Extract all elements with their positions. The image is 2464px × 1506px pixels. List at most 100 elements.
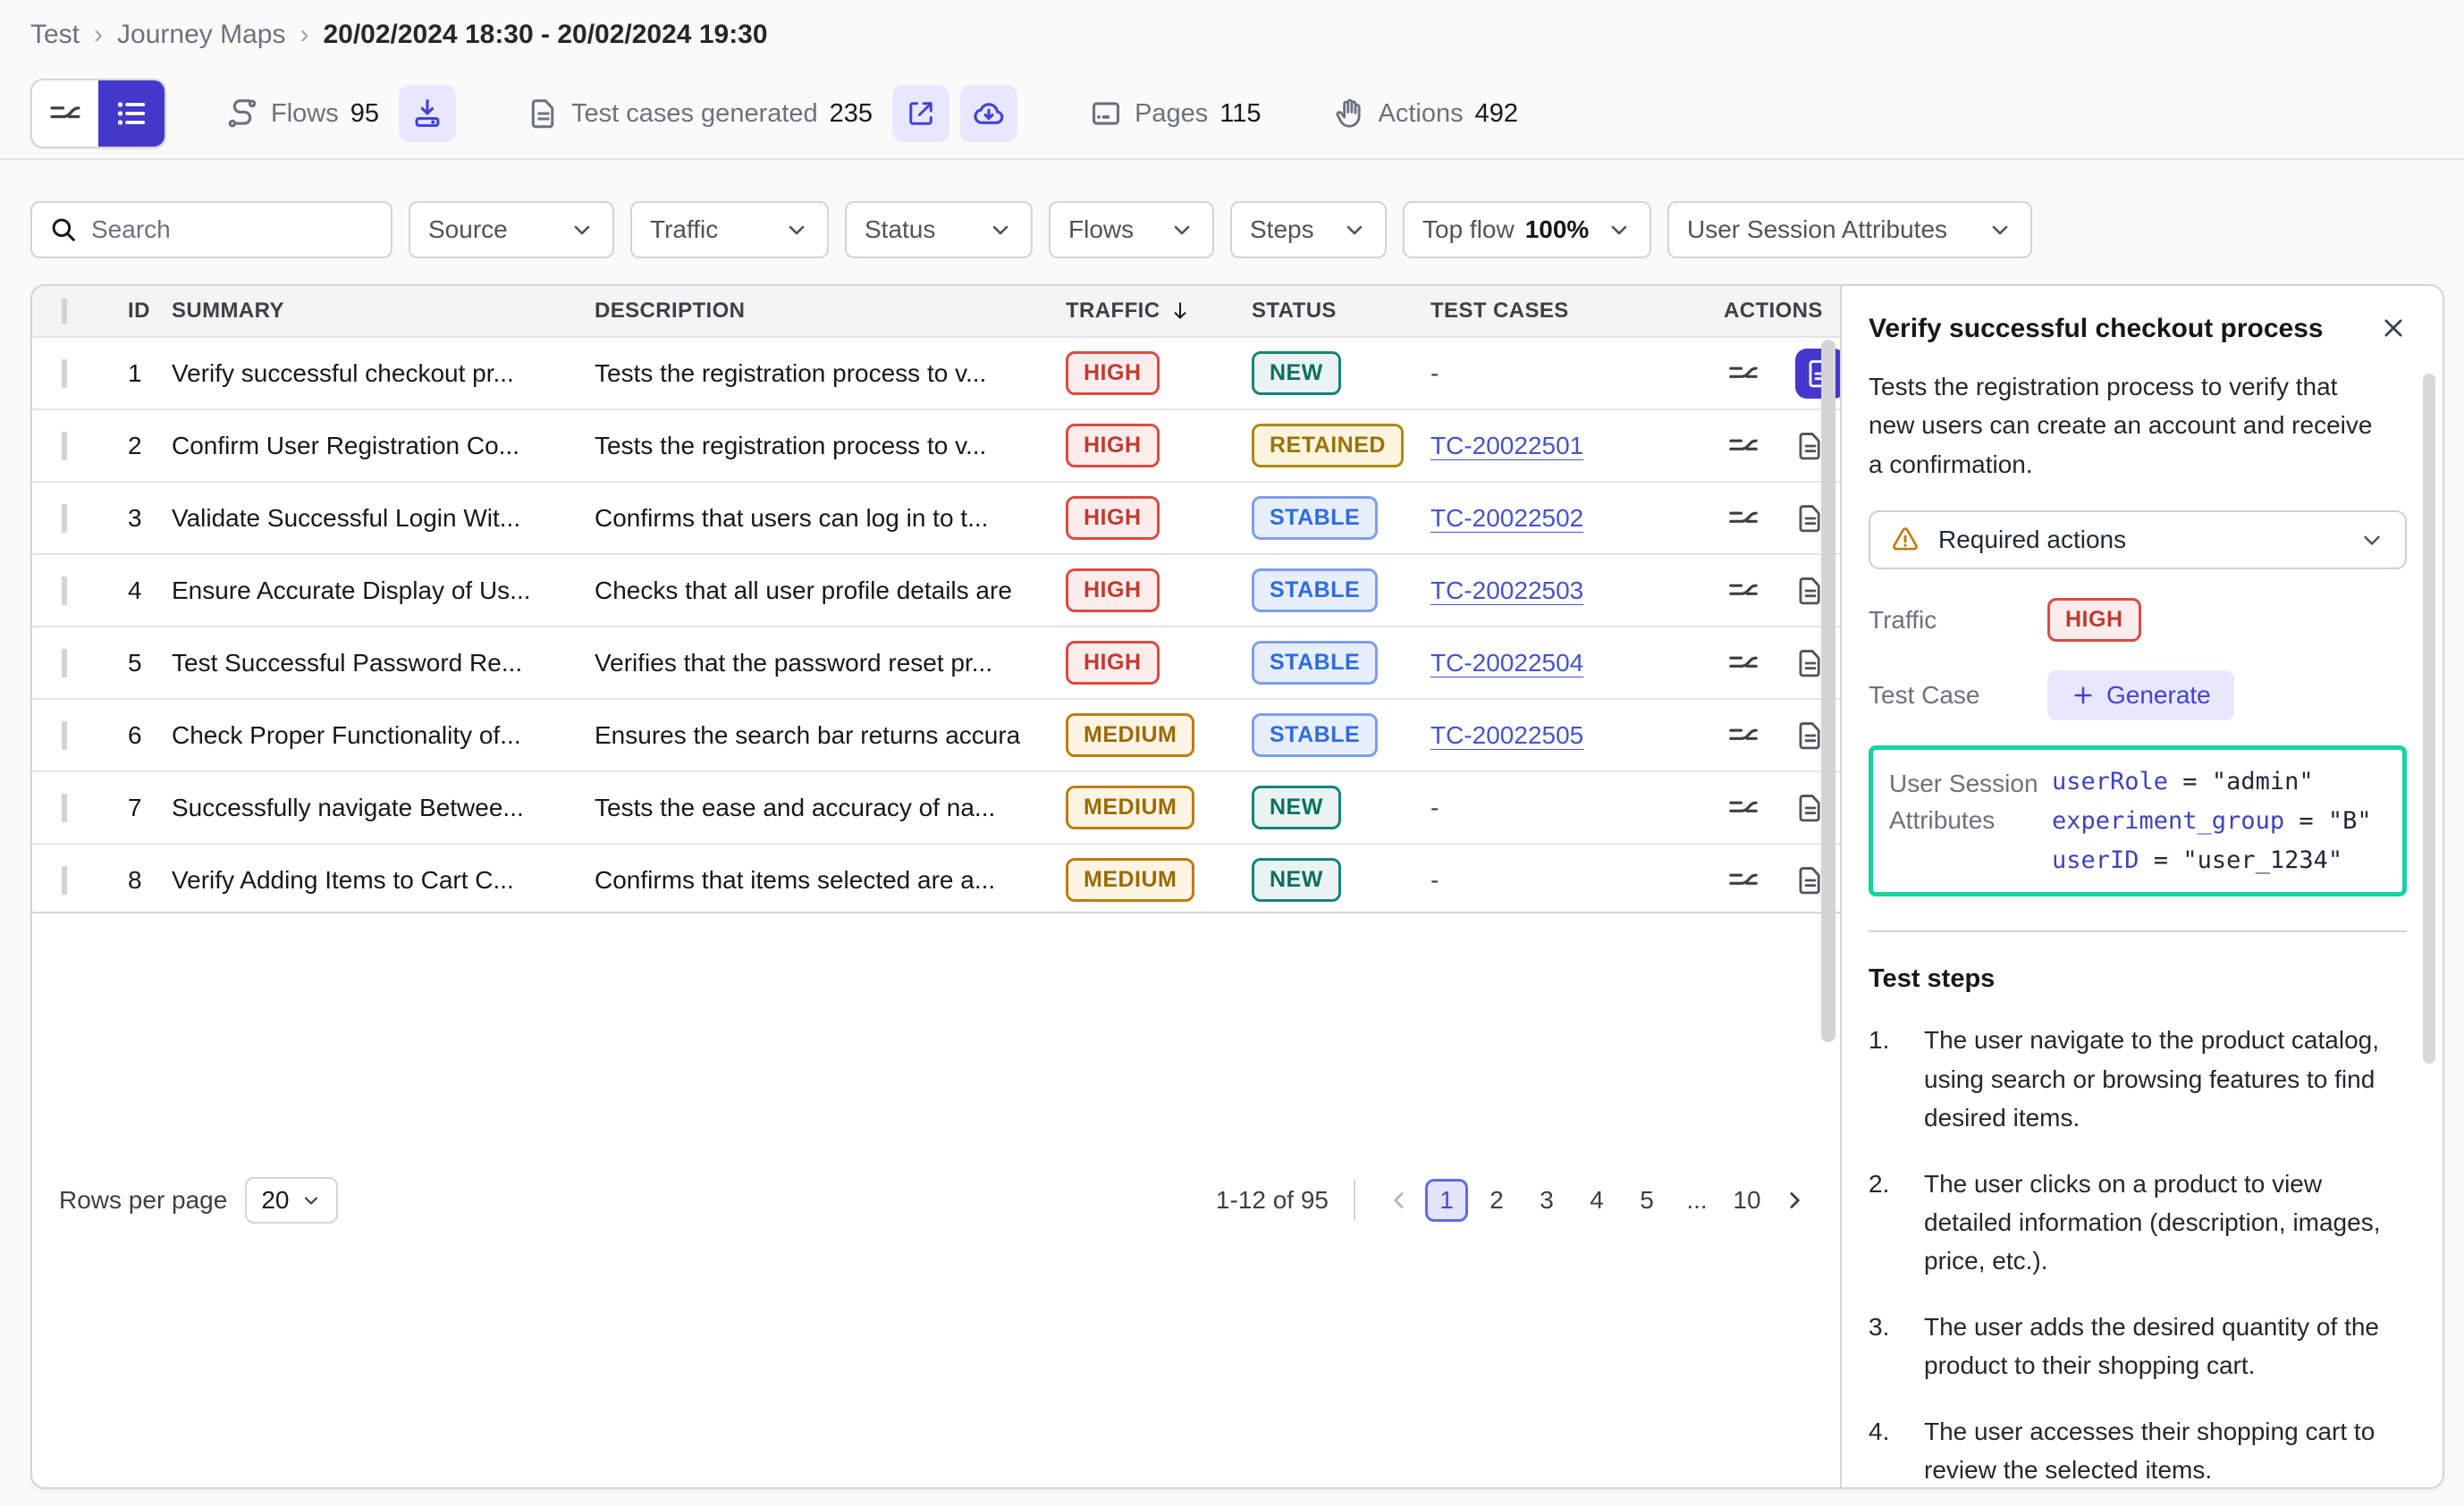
- table-body: 1 Verify successful checkout pr... Tests t…: [32, 338, 1840, 912]
- view-details-button[interactable]: [1795, 502, 1826, 534]
- view-details-button[interactable]: [1795, 647, 1826, 679]
- view-details-button[interactable]: [1795, 864, 1826, 896]
- table-row[interactable]: 5 Test Successful Password Re... Verifies …: [32, 627, 1840, 700]
- close-panel-button[interactable]: [2380, 311, 2407, 341]
- row-checkbox[interactable]: [62, 358, 67, 388]
- chevron-down-icon: [1342, 217, 1367, 242]
- open-flow-button[interactable]: [1724, 790, 1763, 826]
- filter-dropdown-traffic[interactable]: Traffic: [630, 201, 829, 258]
- page-button-2[interactable]: 2: [1489, 1186, 1504, 1214]
- open-flow-button[interactable]: [1724, 645, 1763, 681]
- open-flow-button[interactable]: [1724, 428, 1763, 464]
- rows-per-page-select[interactable]: 20: [245, 1177, 338, 1224]
- open-flow-button[interactable]: [1724, 356, 1763, 391]
- page-button-4[interactable]: 4: [1590, 1186, 1604, 1214]
- filter-dropdown-source[interactable]: Source: [409, 201, 614, 258]
- filter-dropdown-flows[interactable]: Flows: [1049, 201, 1214, 258]
- user-session-attributes-box: User Session Attributes userRole = "admi…: [1869, 745, 2407, 897]
- test-case-link[interactable]: TC-20022505: [1430, 720, 1584, 749]
- view-details-button[interactable]: [1795, 575, 1826, 607]
- row-checkbox[interactable]: [62, 793, 67, 822]
- detail-panel: Verify successful checkout process Tests…: [1842, 286, 2443, 1487]
- open-flow-button[interactable]: [1724, 501, 1763, 536]
- open-flow-button[interactable]: [1724, 718, 1763, 753]
- page-button-10[interactable]: 10: [1733, 1186, 1761, 1214]
- row-summary: Verify Adding Items to Cart C...: [172, 865, 514, 894]
- cloud-download-button[interactable]: [960, 85, 1018, 142]
- open-flow-button[interactable]: [1724, 573, 1763, 609]
- page-button-5[interactable]: 5: [1640, 1186, 1654, 1214]
- test-case-empty: -: [1430, 358, 1439, 387]
- row-checkbox[interactable]: [62, 503, 67, 533]
- table-header-row: ID SUMMARY DESCRIPTION TRAFFIC STATUS TE…: [32, 286, 1840, 338]
- row-checkbox[interactable]: [62, 720, 67, 750]
- flows-icon: [225, 97, 259, 130]
- col-header-id[interactable]: ID: [128, 299, 150, 323]
- actions-stat: Actions 492: [1333, 97, 1518, 130]
- row-checkbox[interactable]: [62, 576, 67, 605]
- pages-label: Pages: [1135, 98, 1209, 128]
- test-case-link[interactable]: TC-20022501: [1430, 431, 1584, 459]
- traffic-badge: HIGH: [2047, 598, 2141, 643]
- filter-dropdown-label: Steps: [1250, 215, 1314, 243]
- row-test-case: -: [1430, 866, 1694, 895]
- toolbar: Flows 95 Test cases generated 235: [30, 79, 1518, 148]
- col-header-traffic[interactable]: TRAFFIC: [1066, 299, 1252, 324]
- table-row[interactable]: 7 Successfully navigate Betwee... Tests th…: [32, 772, 1840, 845]
- panel-scrollbar[interactable]: [2423, 374, 2435, 1064]
- traffic-badge: MEDIUM: [1066, 786, 1195, 829]
- table-row[interactable]: 6 Check Proper Functionality of... Ensures…: [32, 700, 1840, 772]
- filter-dropdown-label: Flows: [1068, 215, 1135, 243]
- flow-view-toggle[interactable]: [32, 80, 98, 147]
- traffic-badge: HIGH: [1066, 568, 1160, 612]
- col-header-description[interactable]: DESCRIPTION: [595, 299, 746, 323]
- open-test-cases-button[interactable]: [892, 85, 950, 142]
- previous-page-button[interactable]: [1380, 1187, 1418, 1214]
- breadcrumb-item-journey-maps[interactable]: Journey Maps: [117, 20, 286, 49]
- row-id: 4: [128, 576, 142, 604]
- pages-icon: [1089, 97, 1123, 130]
- table-row[interactable]: 2 Confirm User Registration Co... Tests th…: [32, 410, 1840, 483]
- col-header-summary[interactable]: SUMMARY: [172, 299, 284, 323]
- chevron-down-icon: [988, 217, 1013, 242]
- page-button-3[interactable]: 3: [1540, 1186, 1554, 1214]
- row-checkbox[interactable]: [62, 431, 67, 460]
- journeys-table: ID SUMMARY DESCRIPTION TRAFFIC STATUS TE…: [32, 286, 1840, 1487]
- required-actions-select[interactable]: Required actions: [1869, 510, 2407, 570]
- table-row[interactable]: 4 Ensure Accurate Display of Us... Checks …: [32, 555, 1840, 627]
- row-id: 2: [128, 431, 142, 459]
- list-view-toggle[interactable]: [98, 80, 165, 147]
- breadcrumb-item-test[interactable]: Test: [30, 20, 80, 49]
- table-footer: Rows per page 20 1-12 of 95 1 2 3 4 5... 10: [32, 912, 1840, 1487]
- top-flow-filter[interactable]: Top flow 100%: [1403, 201, 1651, 258]
- top-flow-value: 100%: [1524, 215, 1590, 243]
- next-page-button[interactable]: [1776, 1187, 1813, 1214]
- test-case-link[interactable]: TC-20022504: [1430, 648, 1584, 677]
- view-details-button[interactable]: [1795, 719, 1826, 752]
- flow-icon: [1724, 573, 1763, 609]
- row-checkbox[interactable]: [62, 648, 67, 677]
- select-all-checkbox[interactable]: [62, 299, 67, 324]
- table-row[interactable]: 1 Verify successful checkout pr... Tests t…: [32, 338, 1840, 410]
- open-flow-button[interactable]: [1724, 862, 1763, 898]
- row-checkbox[interactable]: [62, 865, 67, 895]
- download-flows-button[interactable]: [399, 85, 456, 142]
- view-details-button[interactable]: [1795, 792, 1826, 824]
- test-case-link[interactable]: TC-20022503: [1430, 576, 1584, 604]
- filter-dropdown-steps[interactable]: Steps: [1230, 201, 1387, 258]
- col-header-status[interactable]: STATUS: [1252, 299, 1337, 323]
- status-badge: STABLE: [1252, 641, 1379, 685]
- table-row[interactable]: 3 Validate Successful Login Wit... Confirm…: [32, 483, 1840, 555]
- test-case-link[interactable]: TC-20022502: [1430, 503, 1584, 532]
- page-button-1[interactable]: 1: [1425, 1179, 1468, 1222]
- filter-dropdown-status[interactable]: Status: [845, 201, 1033, 258]
- search-input[interactable]: [91, 215, 375, 244]
- col-header-test-cases[interactable]: TEST CASES: [1430, 299, 1569, 323]
- generate-test-case-button[interactable]: Generate: [2047, 670, 2234, 721]
- table-row[interactable]: 8 Verify Adding Items to Cart C... Confirm…: [32, 845, 1840, 912]
- row-description: Confirms that users can log in to t...: [595, 503, 989, 532]
- table-scrollbar[interactable]: [1821, 340, 1835, 1042]
- view-details-button[interactable]: [1795, 430, 1826, 462]
- sort-descending-icon: [1169, 299, 1192, 323]
- user-session-attributes-filter[interactable]: User Session Attributes: [1667, 201, 2032, 258]
